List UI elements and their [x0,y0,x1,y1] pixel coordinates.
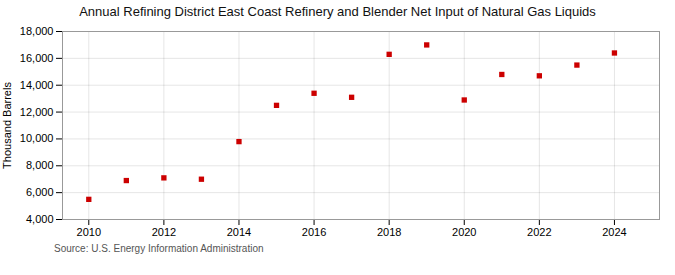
svg-text:6,000: 6,000 [26,186,54,198]
svg-text:8,000: 8,000 [26,159,54,171]
svg-text:2022: 2022 [527,226,551,238]
html-text:Source: U.S. Energy Informatio: Source: U.S. Energy Information Administ… [54,243,264,254]
svg-text:12,000: 12,000 [20,106,54,118]
svg-text:2020: 2020 [452,226,476,238]
svg-text:16,000: 16,000 [20,52,54,64]
svg-text:2010: 2010 [77,226,101,238]
svg-text:18,000: 18,000 [20,25,54,37]
svg-text:2024: 2024 [602,226,626,238]
svg-text:2016: 2016 [302,226,326,238]
svg-text:10,000: 10,000 [20,132,54,144]
svg-text:4,000: 4,000 [26,213,54,225]
svg-text:2012: 2012 [152,226,176,238]
svg-text:14,000: 14,000 [20,79,54,91]
svg-text:2018: 2018 [377,226,401,238]
html-text:Annual Refining District East: Annual Refining District East Coast Refi… [79,4,596,19]
svg-text:Thousand Barrels: Thousand Barrels [1,82,13,169]
svg-text:2014: 2014 [227,226,251,238]
